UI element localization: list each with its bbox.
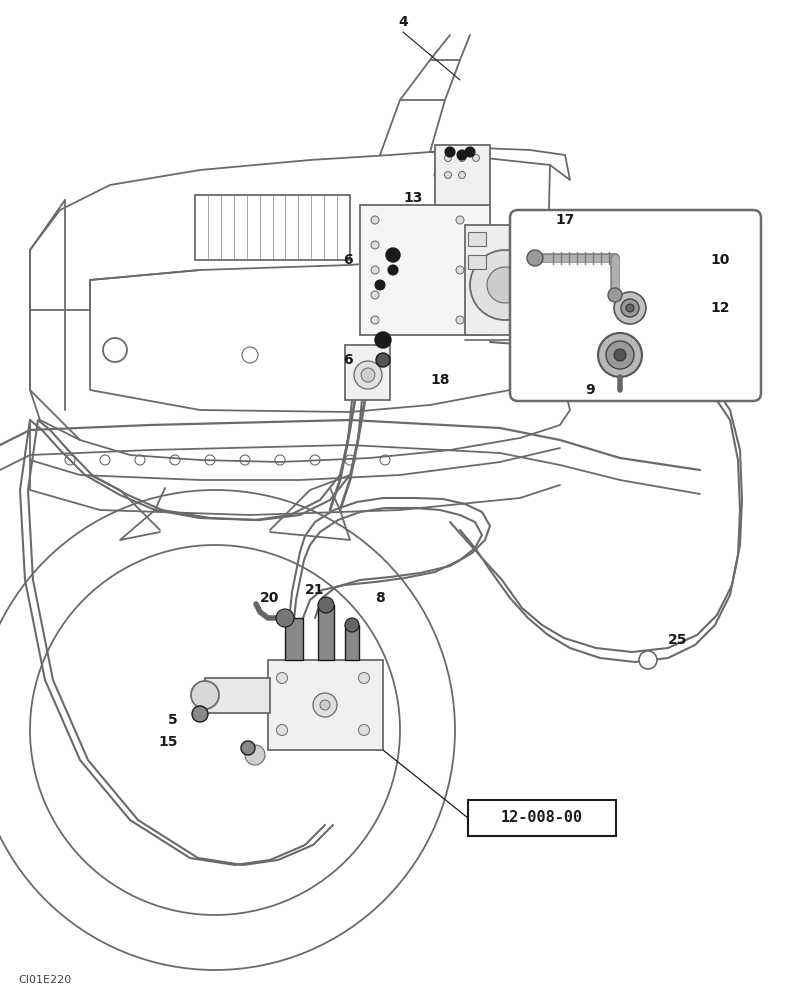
Circle shape — [276, 724, 287, 736]
Circle shape — [318, 597, 334, 613]
Circle shape — [371, 316, 379, 324]
Circle shape — [614, 292, 646, 324]
Circle shape — [371, 241, 379, 249]
Circle shape — [245, 745, 265, 765]
Circle shape — [626, 304, 634, 312]
Circle shape — [359, 724, 370, 736]
Text: 21: 21 — [305, 583, 325, 597]
Circle shape — [354, 361, 382, 389]
Circle shape — [456, 216, 464, 224]
Circle shape — [376, 353, 390, 367]
Text: 15: 15 — [158, 735, 178, 749]
Circle shape — [371, 266, 379, 274]
Circle shape — [371, 291, 379, 299]
Circle shape — [473, 154, 479, 161]
Circle shape — [444, 154, 451, 161]
Circle shape — [375, 280, 385, 290]
Bar — [468, 800, 616, 836]
Bar — [195, 195, 350, 260]
Text: 13: 13 — [403, 191, 423, 205]
Circle shape — [386, 248, 400, 262]
Bar — [345, 625, 359, 660]
Bar — [345, 345, 390, 400]
Text: 6: 6 — [343, 353, 352, 367]
Text: 10: 10 — [710, 253, 729, 267]
Bar — [465, 225, 545, 335]
Circle shape — [445, 147, 455, 157]
Text: 12: 12 — [710, 301, 729, 315]
Circle shape — [614, 349, 626, 361]
Circle shape — [371, 216, 379, 224]
Circle shape — [608, 288, 622, 302]
Circle shape — [359, 672, 370, 684]
Circle shape — [345, 618, 359, 632]
Text: 6: 6 — [343, 253, 352, 267]
Text: 18: 18 — [430, 373, 450, 387]
Text: CI01E220: CI01E220 — [18, 975, 71, 985]
Bar — [205, 678, 270, 713]
Text: 12-008-00: 12-008-00 — [501, 810, 583, 826]
Bar — [285, 618, 303, 660]
Circle shape — [621, 299, 639, 317]
Bar — [435, 145, 490, 205]
Circle shape — [470, 250, 540, 320]
Text: 25: 25 — [668, 633, 687, 647]
Circle shape — [459, 172, 466, 178]
Text: 4: 4 — [398, 15, 408, 29]
Circle shape — [361, 368, 375, 382]
Circle shape — [192, 706, 208, 722]
Circle shape — [456, 316, 464, 324]
Circle shape — [456, 266, 464, 274]
Circle shape — [191, 681, 219, 709]
Circle shape — [276, 609, 294, 627]
Circle shape — [598, 333, 642, 377]
Circle shape — [320, 700, 330, 710]
Circle shape — [487, 267, 523, 303]
Circle shape — [313, 693, 337, 717]
Circle shape — [444, 172, 451, 178]
Bar — [468, 232, 486, 246]
Circle shape — [457, 150, 467, 160]
Text: 8: 8 — [375, 591, 385, 605]
Bar — [268, 660, 383, 750]
Circle shape — [241, 741, 255, 755]
Circle shape — [527, 250, 543, 266]
Text: 9: 9 — [585, 383, 595, 397]
Circle shape — [459, 154, 466, 161]
Bar — [360, 205, 490, 335]
Circle shape — [375, 332, 391, 348]
Circle shape — [465, 147, 475, 157]
Circle shape — [388, 265, 398, 275]
Circle shape — [639, 651, 657, 669]
Bar — [318, 605, 334, 660]
Text: 17: 17 — [555, 213, 575, 227]
Text: 5: 5 — [168, 713, 178, 727]
Circle shape — [276, 672, 287, 684]
Bar — [468, 255, 486, 269]
FancyBboxPatch shape — [510, 210, 761, 401]
Text: 20: 20 — [261, 591, 280, 605]
Circle shape — [606, 341, 634, 369]
